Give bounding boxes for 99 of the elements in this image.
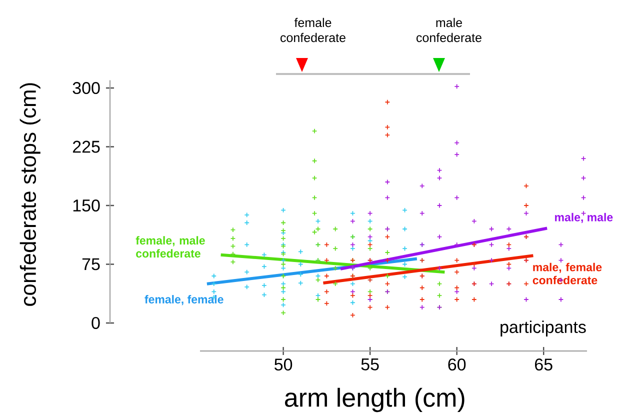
x-tick-label: 60 <box>448 358 466 371</box>
point <box>384 99 390 105</box>
y-tick-label: 300 <box>72 82 100 94</box>
point <box>367 266 373 271</box>
point <box>211 273 217 279</box>
point <box>332 246 338 252</box>
point <box>506 226 512 232</box>
point <box>454 258 460 263</box>
point <box>230 251 236 257</box>
point <box>454 242 460 248</box>
y-tick-label: 0 <box>92 316 100 330</box>
point <box>436 292 442 298</box>
series-label: male, male <box>555 212 613 224</box>
y-tick-label: 225 <box>72 140 100 153</box>
point <box>230 236 236 242</box>
point <box>298 280 304 286</box>
point <box>298 272 304 278</box>
series-label: male, female confederate <box>532 262 602 284</box>
point <box>488 242 494 248</box>
point <box>506 246 512 252</box>
point <box>454 152 460 158</box>
point <box>384 273 390 279</box>
point <box>472 296 477 302</box>
point <box>488 258 494 263</box>
y-tick-label: 150 <box>73 199 100 212</box>
point <box>506 242 512 248</box>
point <box>244 242 250 248</box>
point <box>419 304 425 310</box>
point <box>332 281 338 286</box>
point <box>230 259 236 265</box>
point <box>384 281 390 286</box>
point <box>244 212 250 218</box>
point <box>315 218 321 224</box>
point <box>419 296 425 302</box>
point <box>332 266 338 271</box>
point <box>472 218 477 224</box>
point <box>367 246 373 252</box>
point <box>454 140 460 146</box>
point <box>454 84 460 90</box>
point <box>580 195 586 200</box>
point <box>436 266 442 271</box>
point <box>384 250 390 256</box>
point <box>384 124 390 130</box>
x-tick-label: 50 <box>274 358 292 371</box>
y-axis-title: confederate stops (cm) <box>20 83 40 306</box>
point <box>384 132 390 138</box>
point <box>244 269 250 275</box>
point <box>211 281 217 286</box>
point <box>436 234 442 240</box>
text: female confederate <box>280 18 346 42</box>
point <box>244 284 250 290</box>
point <box>436 281 442 286</box>
series-label: female, male confederate <box>136 236 205 258</box>
point <box>436 175 442 181</box>
point <box>472 266 477 271</box>
point <box>312 210 318 216</box>
point <box>367 210 373 216</box>
x-tick-label: 65 <box>535 358 552 371</box>
point <box>506 266 512 271</box>
point <box>312 195 318 200</box>
point <box>454 195 460 200</box>
point <box>558 242 564 248</box>
point <box>312 158 318 164</box>
point <box>332 226 338 232</box>
point <box>367 242 373 248</box>
point <box>324 300 330 306</box>
series-label: female, female <box>144 295 224 306</box>
point <box>384 195 390 200</box>
point <box>324 242 330 248</box>
x-axis-title: arm length (cm) <box>285 388 464 412</box>
point <box>367 234 373 240</box>
point <box>419 183 425 189</box>
point <box>384 304 390 310</box>
point <box>454 296 460 302</box>
point <box>324 273 330 279</box>
text: male confederate <box>416 18 482 42</box>
point <box>367 304 373 310</box>
point <box>419 210 425 216</box>
point <box>315 277 321 283</box>
point <box>312 128 318 134</box>
point <box>211 289 217 294</box>
y-tick-label: 75 <box>82 258 100 270</box>
x-tick-label: 55 <box>361 358 379 370</box>
point <box>367 289 373 294</box>
annotation: participants <box>500 320 586 336</box>
point <box>384 179 390 185</box>
point <box>454 289 460 294</box>
point <box>324 289 330 294</box>
point <box>367 218 373 224</box>
point <box>454 269 460 275</box>
point <box>324 258 330 263</box>
point <box>312 175 318 181</box>
point <box>558 258 564 263</box>
point <box>367 226 373 232</box>
point <box>384 234 390 240</box>
point <box>580 175 586 181</box>
point <box>367 292 373 298</box>
point <box>488 281 494 286</box>
point <box>312 229 318 235</box>
